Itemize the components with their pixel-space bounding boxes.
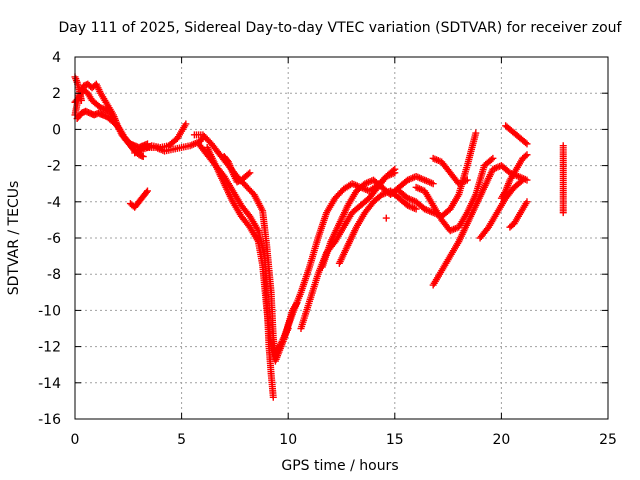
data-point xyxy=(487,156,495,164)
data-point xyxy=(129,142,137,150)
data-point xyxy=(391,169,399,177)
data-point xyxy=(489,154,497,162)
y-tick-label: 2 xyxy=(52,86,61,102)
y-tick-label: 0 xyxy=(52,122,61,138)
data-point xyxy=(522,139,530,147)
data-point xyxy=(523,140,531,148)
y-tick-label: -16 xyxy=(38,412,61,428)
data-point xyxy=(472,129,480,137)
data-point xyxy=(182,120,190,128)
x-tick-label: 15 xyxy=(386,432,404,448)
x-tick-label: 5 xyxy=(177,432,186,448)
data-point xyxy=(412,205,420,213)
data-point xyxy=(244,170,252,178)
x-tick-label: 20 xyxy=(492,432,510,448)
data-point xyxy=(559,209,567,217)
y-tick-label: -4 xyxy=(47,195,61,211)
data-point xyxy=(246,169,254,177)
y-tick-label: -12 xyxy=(38,340,61,356)
chart-title: Day 111 of 2025, Sidereal Day-to-day VTE… xyxy=(59,20,623,36)
data-point xyxy=(142,188,150,196)
data-points xyxy=(71,73,567,401)
y-tick-label: 4 xyxy=(52,50,61,66)
data-point xyxy=(519,176,527,184)
data-point xyxy=(517,177,525,185)
y-tick-label: -8 xyxy=(47,267,61,283)
y-tick-label: -10 xyxy=(38,303,61,319)
data-point xyxy=(382,214,390,222)
data-point xyxy=(139,153,147,161)
y-tick-label: -14 xyxy=(38,376,61,392)
y-tick-label: -2 xyxy=(47,159,61,175)
x-tick-label: 0 xyxy=(71,432,80,448)
data-point xyxy=(523,198,531,206)
data-point xyxy=(463,176,471,184)
data-point xyxy=(143,187,151,195)
grid xyxy=(75,57,608,419)
data-point xyxy=(127,140,135,148)
data-point xyxy=(429,180,437,188)
data-point xyxy=(77,96,85,104)
data-point xyxy=(523,151,531,159)
data-point xyxy=(522,152,530,160)
y-tick-label: -6 xyxy=(47,231,61,247)
y-axis-title: SDTVAR / TECUs xyxy=(6,181,22,296)
x-tick-label: 25 xyxy=(599,432,617,448)
x-tick-label: 10 xyxy=(279,432,297,448)
axis-ticks: 0 5 10 15 20 25 -16 -14 -12 -10 -8 -6 -4 -2 0 2 4 xyxy=(38,50,617,448)
data-point xyxy=(269,393,277,401)
x-axis-title: GPS time / hours xyxy=(281,458,398,474)
